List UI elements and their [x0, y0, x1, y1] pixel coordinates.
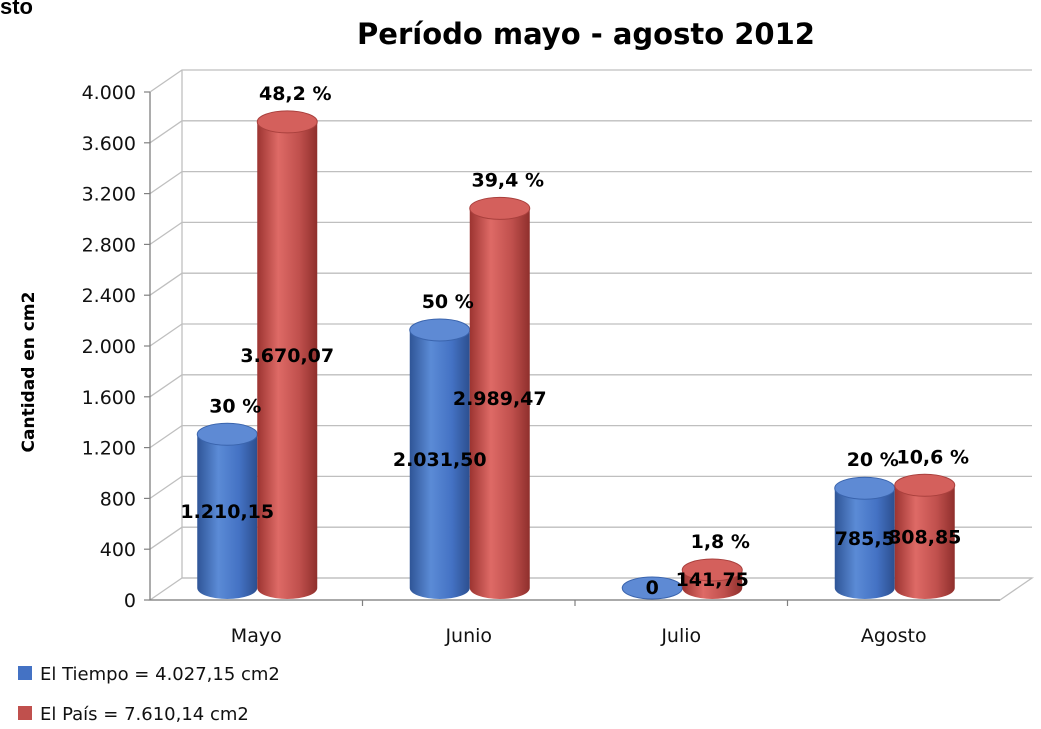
y-tick-label: 2.400 [82, 285, 136, 307]
y-tick-label: 400 [100, 539, 136, 561]
value-label: 0 [646, 577, 659, 599]
value-label: 3.670,07 [240, 345, 334, 367]
y-tick-label: 0 [124, 590, 136, 612]
y-tick-label: 1.200 [82, 438, 136, 460]
value-label: 2.031,50 [393, 449, 487, 471]
cylinder-body [894, 485, 955, 599]
cylinder-top [256, 110, 318, 134]
y-tick-label: 2.800 [82, 234, 136, 256]
legend-entry: El Tiempo = 4.027,15 cm2 [40, 664, 280, 685]
percent-label: 48,2 % [259, 83, 332, 105]
percent-label: 50 % [422, 291, 474, 313]
cylinder-body [197, 434, 258, 599]
gridline [149, 526, 1032, 550]
y-tick-label: 800 [100, 488, 136, 510]
gridline [149, 374, 1032, 398]
value-label: 1.210,15 [180, 501, 274, 523]
cylinder-top [409, 318, 471, 342]
cylinder-top [894, 473, 956, 497]
bar-el-pais [681, 558, 743, 599]
gridline [149, 424, 1032, 449]
cylinder-top [196, 422, 258, 446]
gridline [149, 69, 1032, 93]
gridlines [147, 69, 1035, 601]
percent-label: 39,4 % [471, 169, 544, 191]
value-label: 808,85 [888, 527, 961, 549]
percent-label: 1,8 % [691, 531, 750, 553]
y-tick-label: 3.200 [82, 184, 136, 206]
data-labels: 1.210,15 30 % 2.031,50 50 % 0 785,5 20 % 3.670,… [180, 83, 969, 599]
gridline [149, 221, 1032, 245]
x-category-label: Agosto [861, 625, 927, 647]
value-label: 2.989,47 [453, 388, 547, 410]
cylinder-body [469, 208, 530, 599]
cylinder-body [409, 329, 470, 599]
gridline [149, 120, 1032, 144]
bar-el-tiempo [409, 318, 471, 599]
y-tick-label: 1.600 [82, 387, 136, 409]
y-axis-label: Cantidad en cm2 [19, 292, 39, 453]
bar-el-pais [256, 110, 318, 599]
value-label: 785,5 [835, 528, 895, 550]
gridline [149, 272, 1032, 296]
y-tick-label: 4.000 [82, 82, 136, 104]
y-tick-label: 2.000 [82, 336, 136, 358]
value-label: 141,75 [676, 569, 749, 591]
percent-label: 10,6 % [896, 446, 969, 468]
legend-entry: El País = 7.610,14 cm2 [40, 704, 249, 725]
cylinder-body [834, 488, 895, 599]
x-axis-categories: Mayo Junio Julio Agosto [231, 600, 927, 647]
bars [196, 110, 956, 600]
cylinder-top [469, 196, 531, 220]
y-tick-label: 3.600 [82, 133, 136, 155]
cylinder-top [834, 476, 896, 500]
chart-title: Período mayo - agosto 2012 [357, 17, 815, 51]
percent-label: 30 % [209, 395, 261, 417]
cylinder-body [257, 121, 318, 599]
legend-swatch [18, 706, 32, 720]
gridline [149, 323, 1032, 347]
bar-el-pais [894, 473, 956, 599]
cropped-heading-fragment: sto [0, 0, 33, 19]
gridline [149, 170, 1032, 195]
gridline [149, 475, 1032, 499]
bar-el-pais [469, 196, 531, 599]
legend-swatch [18, 666, 32, 680]
percent-label: 20 % [847, 449, 899, 471]
x-category-label: Mayo [231, 625, 282, 647]
legend: El Tiempo = 4.027,15 cm2 El País = 7.610,… [18, 664, 280, 725]
bar-el-tiempo [196, 422, 258, 599]
x-category-label: Julio [660, 625, 701, 647]
cylinder-top [681, 558, 743, 582]
x-category-label: Junio [444, 625, 492, 647]
